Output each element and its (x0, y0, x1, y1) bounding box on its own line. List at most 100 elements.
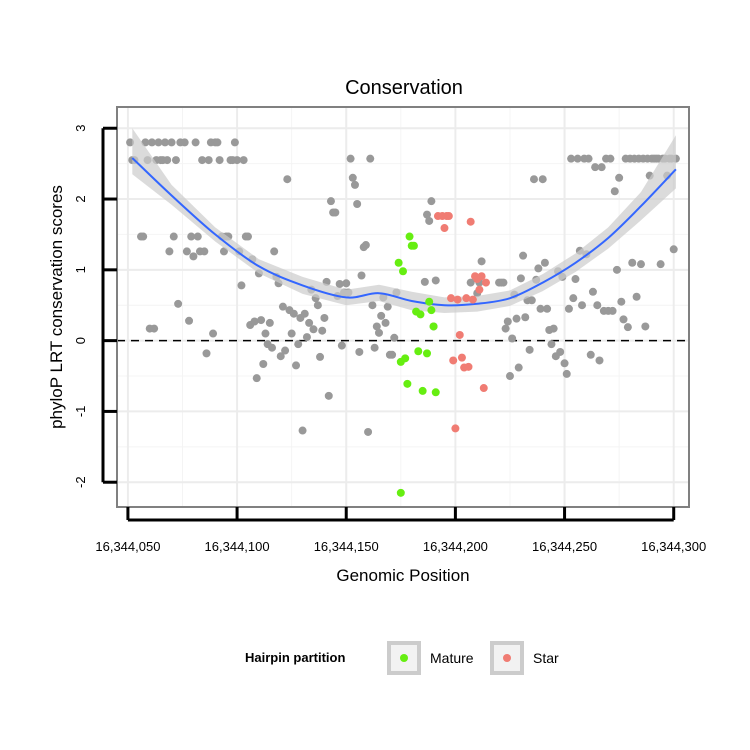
data-point-star (455, 330, 464, 339)
data-point-star (475, 285, 484, 294)
data-point-mature (414, 347, 423, 356)
data-point-other (466, 278, 475, 287)
data-point-other (335, 279, 344, 288)
data-point-other (383, 302, 392, 311)
data-point-other (423, 210, 432, 219)
data-point-other (560, 359, 569, 368)
data-point-other (320, 313, 329, 322)
data-point-other (309, 325, 318, 334)
data-point-other (289, 309, 298, 318)
data-point-other (499, 278, 508, 287)
data-point-other (331, 208, 340, 217)
x-tick-label: 16,344,150 (314, 539, 379, 554)
data-point-other (283, 175, 292, 184)
data-point-other (300, 309, 309, 318)
data-point-mature (403, 379, 412, 388)
legend-mature-dot (400, 654, 408, 662)
data-point-other (588, 287, 597, 296)
data-point-star (440, 224, 449, 233)
data-point-mature (396, 488, 405, 497)
data-point-other (514, 363, 523, 372)
data-point-other (268, 343, 277, 352)
data-point-other (230, 138, 239, 147)
data-point-other (305, 318, 314, 327)
data-point-star (444, 212, 453, 221)
x-axis-label: Genomic Position (336, 566, 469, 585)
data-point-other (324, 391, 333, 400)
data-point-other (617, 297, 626, 306)
data-point-other (536, 304, 545, 313)
y-tick-label: 2 (73, 195, 88, 202)
x-tick-label: 16,344,300 (641, 539, 706, 554)
data-point-other (366, 154, 375, 163)
data-point-other (619, 315, 628, 324)
data-point-other (180, 138, 189, 147)
data-point-other (529, 175, 538, 184)
data-point-other (370, 343, 379, 352)
data-point-other (302, 333, 311, 342)
data-point-other (606, 154, 615, 163)
data-point-other (527, 296, 536, 305)
chart-title: Conservation (345, 77, 463, 99)
data-point-other (361, 241, 370, 250)
data-point-other (562, 369, 571, 378)
plot-area: 16,344,050 16,344,100 16,344,150 16,344,200… (73, 106, 706, 554)
data-point-other (390, 333, 399, 342)
data-point-other (342, 279, 351, 288)
data-point-other (257, 316, 266, 325)
data-point-other (154, 138, 163, 147)
data-point-other (265, 318, 274, 327)
data-point-other (636, 260, 645, 269)
data-point-mature (431, 388, 440, 397)
data-point-other (270, 247, 279, 256)
data-point-other (287, 329, 296, 338)
data-point-other (353, 199, 362, 208)
data-point-other (243, 232, 252, 241)
data-point-other (615, 173, 624, 182)
data-point-mature (394, 258, 403, 267)
data-point-other (372, 322, 381, 331)
data-point-other (586, 350, 595, 359)
smooth-confidence-band (132, 128, 676, 313)
data-point-mature (416, 310, 425, 319)
data-point-other (525, 345, 534, 354)
data-point-star (449, 356, 458, 365)
data-point-other (669, 245, 678, 254)
data-point-other (182, 247, 191, 256)
data-point-mature (429, 322, 438, 331)
y-tick-label: 3 (73, 125, 88, 132)
data-point-star (462, 294, 471, 303)
data-point-other (573, 154, 582, 163)
data-point-other (147, 138, 156, 147)
data-point-other (608, 306, 617, 315)
data-point-other (193, 232, 202, 241)
data-point-other (516, 274, 525, 283)
data-point-other (569, 294, 578, 303)
data-point-other (185, 316, 194, 325)
data-point-star (477, 272, 486, 281)
data-point-mature (405, 232, 414, 241)
legend-star-dot (503, 654, 511, 662)
data-point-other (261, 329, 270, 338)
data-point-other (505, 372, 514, 381)
data-point-other (355, 347, 364, 356)
data-point-star (466, 217, 475, 226)
data-point-other (656, 260, 665, 269)
data-point-star (464, 362, 473, 371)
data-point-other (281, 346, 290, 355)
data-point-other (571, 275, 580, 284)
data-point-other (564, 304, 573, 313)
data-point-other (584, 154, 593, 163)
data-point-other (578, 301, 587, 310)
data-point-other (508, 334, 517, 343)
data-point-other (209, 329, 218, 338)
data-point-other (521, 313, 530, 322)
data-point-other (368, 301, 377, 310)
y-tick-label: -2 (73, 476, 88, 488)
y-tick-label: -1 (73, 406, 88, 418)
data-point-star (479, 384, 488, 393)
plot-border (116, 106, 690, 508)
data-point-other (200, 247, 209, 256)
data-point-other (213, 138, 222, 147)
